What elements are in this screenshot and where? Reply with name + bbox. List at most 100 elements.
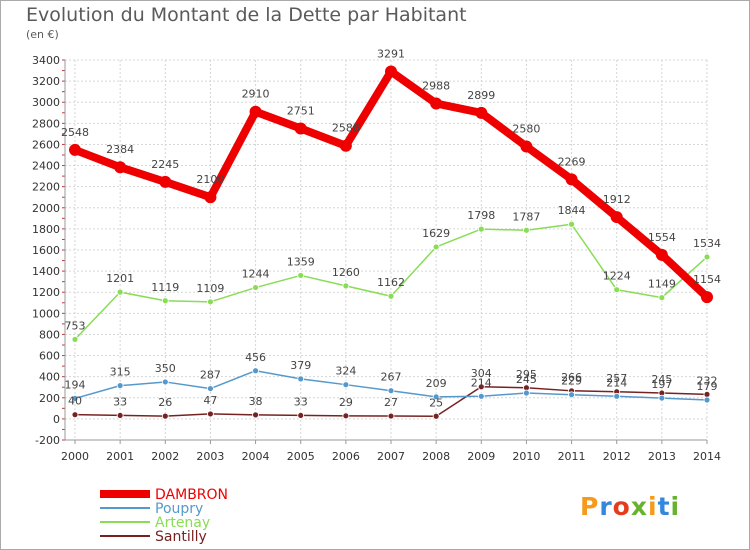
legend-label: Santilly (155, 529, 207, 545)
data-point (116, 288, 124, 296)
data-point (568, 220, 575, 228)
data-label: 27 (384, 396, 398, 409)
data-point (613, 392, 621, 400)
data-point (252, 284, 259, 291)
data-point (71, 336, 79, 343)
data-label: 1912 (603, 193, 631, 206)
x-tick-label: 2004 (242, 450, 270, 463)
data-label: 1260 (332, 266, 360, 279)
data-label: 2269 (558, 155, 586, 168)
legend-label: Poupry (155, 501, 203, 517)
data-point (342, 282, 350, 290)
data-label: 2580 (512, 123, 540, 136)
data-label: 2588 (332, 122, 360, 135)
legend-label: Artenay (155, 515, 210, 531)
data-point (703, 396, 711, 404)
data-point (207, 385, 214, 392)
data-label: 1119 (151, 281, 179, 294)
data-label: 179 (697, 380, 718, 393)
data-label: 38 (249, 395, 263, 408)
data-point (658, 294, 666, 302)
data-point (252, 411, 259, 419)
data-label: 194 (65, 378, 86, 391)
data-label: 1554 (648, 231, 676, 244)
data-label: 1844 (558, 204, 586, 217)
data-label: 25 (429, 396, 443, 409)
data-label: 267 (381, 371, 402, 384)
data-label: 47 (203, 394, 217, 407)
data-label: 1162 (377, 276, 405, 289)
data-label: 1534 (693, 237, 721, 250)
y-tick-label: 1400 (32, 265, 60, 278)
data-point (204, 191, 217, 204)
data-point (207, 298, 214, 306)
y-tick-label: 1800 (32, 223, 60, 236)
y-tick-label: 3200 (32, 75, 60, 88)
data-point (387, 292, 395, 300)
data-label: 350 (155, 362, 176, 375)
data-label: 33 (113, 395, 127, 408)
data-label: 40 (68, 395, 82, 408)
data-label: 1224 (603, 270, 631, 283)
data-label: 1109 (196, 282, 224, 295)
data-point (294, 122, 307, 135)
y-tick-label: 600 (39, 350, 60, 363)
data-label: 33 (294, 395, 308, 408)
data-point (387, 412, 395, 420)
data-point (610, 211, 623, 224)
y-tick-label: 2000 (32, 202, 60, 215)
data-point (430, 97, 443, 110)
data-label: 257 (606, 372, 627, 385)
data-point (161, 412, 169, 420)
data-label: 324 (335, 365, 356, 378)
data-label: 295 (516, 368, 537, 381)
y-tick-label: 2400 (32, 160, 60, 173)
data-point (432, 393, 440, 401)
proxiti-logo: Proxiti (580, 492, 681, 521)
y-tick-label: 2600 (32, 138, 60, 151)
data-label: 2245 (151, 158, 179, 171)
data-label: 245 (516, 373, 537, 386)
y-tick-label: 2800 (32, 117, 60, 130)
x-tick-label: 2001 (106, 450, 134, 463)
y-tick-label: 1000 (32, 307, 60, 320)
data-labels: 40 33 26 47 38 33 29 27 25 304 295 266 257 245 232 194 3… (61, 48, 721, 410)
data-point (339, 139, 352, 152)
data-label: 2751 (287, 105, 315, 118)
x-tick-label: 2007 (377, 450, 405, 463)
x-tick-label: 2003 (196, 450, 224, 463)
y-tick-label: 3400 (32, 54, 60, 67)
data-point (161, 297, 169, 305)
x-tick-label: 2006 (332, 450, 360, 463)
data-point (159, 175, 172, 188)
data-point (252, 367, 259, 375)
y-tick-labels: -200 0 200 400 600 800 1000 1200 1400 1600 1800 200… (32, 54, 60, 447)
data-label: 2899 (467, 89, 495, 102)
data-label: 245 (651, 373, 672, 386)
y-tick-label: 800 (39, 328, 60, 341)
y-tick-label: -200 (35, 434, 60, 447)
data-point (658, 394, 666, 402)
data-point (475, 106, 488, 119)
data-label: 29 (339, 396, 353, 409)
chart-title: Evolution du Montant de la Dette par Hab… (26, 4, 467, 26)
data-label: 1244 (242, 268, 270, 281)
data-point (565, 173, 578, 186)
data-label: 2988 (422, 79, 450, 92)
data-point (477, 392, 485, 400)
data-label: 1359 (287, 255, 315, 268)
y-tick-label: 2200 (32, 181, 60, 194)
data-point (387, 387, 395, 395)
data-label: 287 (200, 369, 221, 382)
y-tick-label: 1200 (32, 286, 60, 299)
x-tick-label: 2012 (603, 450, 631, 463)
x-tick-label: 2008 (422, 450, 450, 463)
x-tick-label: 2005 (287, 450, 315, 463)
data-label: 232 (697, 374, 718, 387)
data-label: 379 (290, 359, 311, 372)
data-point (71, 411, 79, 419)
x-tick-label: 2013 (648, 450, 676, 463)
data-point (523, 226, 530, 234)
data-point (477, 225, 485, 233)
